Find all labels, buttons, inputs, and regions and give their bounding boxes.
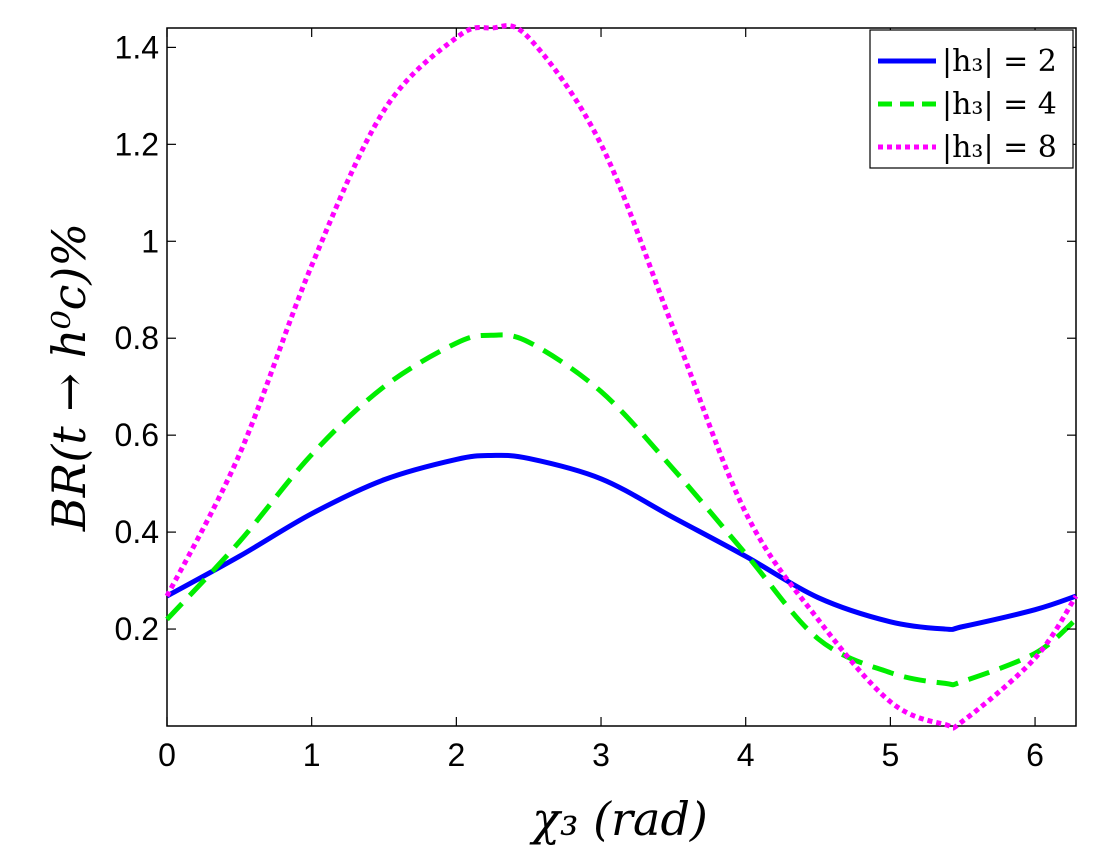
legend-label-3: |h₃| = 8 [942, 130, 1057, 165]
legend: |h₃| = 2 |h₃| = 4 |h₃| = 8 [869, 29, 1074, 169]
x-axis-title: χ₃ (rad) [529, 792, 708, 846]
ticks-group [166, 28, 1076, 726]
x-tick-label: 6 [1026, 737, 1044, 773]
series-line-1 [165, 452, 1077, 632]
y-tick-labels: 0.2 0.4 0.6 0.8 1 1.2 1.4 [115, 29, 159, 647]
series-line-3 [164, 23, 1079, 731]
x-tick-label: 2 [447, 737, 465, 773]
x-tick-label: 0 [158, 737, 176, 773]
x-tick-label: 3 [592, 737, 610, 773]
legend-label-2: |h₃| = 4 [942, 87, 1057, 122]
y-tick-label: 1.4 [115, 29, 159, 65]
series-line-2 [165, 332, 1078, 688]
series-group [164, 23, 1079, 731]
y-tick-label: 0.2 [115, 611, 159, 647]
y-tick-label: 0.8 [115, 320, 159, 356]
y-tick-label: 1 [141, 223, 159, 259]
y-tick-label: 1.2 [115, 126, 159, 162]
y-tick-label: 0.6 [115, 417, 159, 453]
y-tick-label: 0.4 [115, 514, 159, 550]
x-tick-label: 1 [303, 737, 321, 773]
legend-items: |h₃| = 2 |h₃| = 4 |h₃| = 8 [878, 44, 1057, 165]
y-axis-title: BR(t → h⁰c)% [42, 223, 96, 532]
x-tick-label: 4 [737, 737, 755, 773]
legend-label-1: |h₃| = 2 [942, 44, 1057, 79]
legend-box [869, 29, 1074, 169]
x-tick-labels: 0 1 2 3 4 5 6 [158, 737, 1044, 773]
x-tick-label: 5 [881, 737, 899, 773]
